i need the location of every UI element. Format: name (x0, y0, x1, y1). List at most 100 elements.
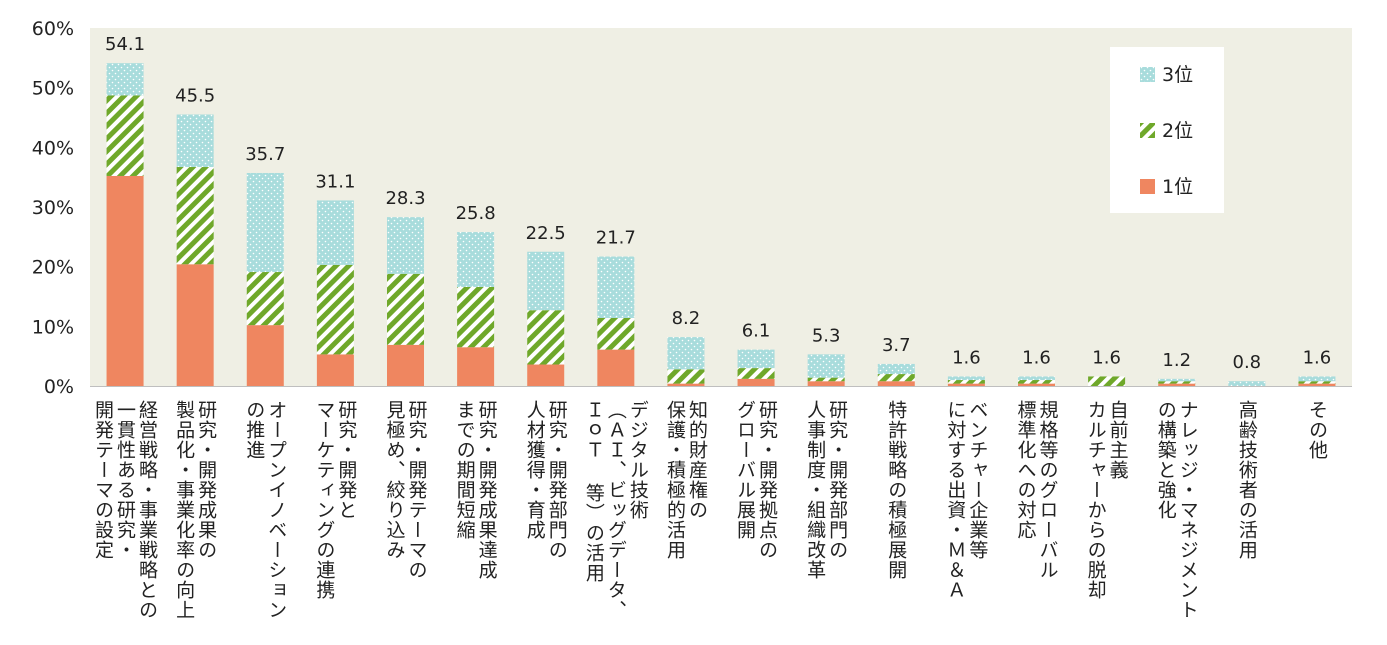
bar-segment-2位 (1088, 376, 1126, 386)
bar-segment-2位 (1158, 381, 1196, 384)
bar-segment-1位 (1298, 383, 1336, 386)
category-label-line: ＩｏＴ 等）の活用 (583, 400, 605, 583)
category-label-line: 人材獲得・育成 (524, 400, 546, 540)
category-label-line: の構築と強化 (1155, 400, 1177, 520)
category-label-line: 製品化・事業化率の向上 (173, 400, 195, 620)
category-label-line: 保護・積極的活用 (664, 400, 686, 560)
y-tick-label: 0% (44, 376, 74, 398)
bar-segment-1位 (457, 347, 495, 386)
category-label-line: 人事制度・組織改革 (804, 400, 826, 580)
category-label-line: 研究・開発拠点の (756, 400, 778, 560)
category-label-line: 規格等のグローバル (1037, 400, 1059, 580)
bar-segment-3位 (1018, 376, 1055, 381)
total-label: 0.8 (1233, 352, 1262, 373)
legend-box (1110, 47, 1224, 213)
category-label-line: 研究・開発部門の (546, 400, 568, 560)
category-label: デジタル技術（ＡＩ、ビッグデータ、ＩｏＴ 等）の活用 (583, 400, 649, 620)
legend-label: 3位 (1162, 64, 1193, 86)
bar-segment-2位 (877, 374, 915, 382)
total-label: 31.1 (315, 171, 355, 192)
bar-segment-2位 (1298, 381, 1336, 384)
bar-segment-2位 (387, 273, 424, 345)
y-tick-label: 40% (32, 137, 74, 159)
bar-segment-3位 (947, 376, 985, 381)
bar-segment-1位 (877, 381, 915, 386)
category-label-line: ナレッジ・マネジメント (1177, 400, 1199, 620)
bar-segment-1位 (947, 383, 985, 386)
bar-segment-1位 (667, 383, 705, 386)
bar-segment-3位 (316, 200, 354, 265)
category-label-line: までの期間短縮 (454, 400, 476, 540)
bar-segment-2位 (667, 369, 705, 384)
legend-swatch (1140, 179, 1155, 194)
bar-segment-1位 (316, 354, 354, 386)
total-label: 45.5 (175, 86, 215, 107)
bar-segment-2位 (457, 286, 495, 348)
y-tick-label: 20% (32, 257, 74, 279)
legend: 3位 2位 1位 (1110, 47, 1224, 213)
bar-segment-3位 (1158, 378, 1196, 382)
category-label-line: に対する出資・Ｍ＆Ａ (944, 400, 966, 600)
bar-segment-1位 (807, 381, 845, 386)
category-label-line: マーケティングの連携 (313, 400, 335, 600)
category-label-line: 標準化への対応 (1015, 400, 1037, 540)
legend-label: 1位 (1162, 176, 1193, 198)
bar-segment-3位 (737, 349, 775, 369)
category-label-line: 特許戦略の積極展開 (885, 400, 907, 580)
bar-segment-1位 (176, 264, 214, 386)
bar-segment-3位 (176, 114, 214, 168)
category-label-line: その他 (1306, 400, 1328, 460)
bar-segment-3位 (1298, 376, 1336, 382)
bar-segment-3位 (246, 172, 284, 273)
bar-segment-3位 (597, 256, 635, 318)
bar-segment-3位 (457, 232, 495, 287)
total-label: 6.1 (742, 321, 771, 342)
bar-segment-1位 (527, 364, 565, 386)
category-label-line: 見極め、絞り込み (384, 400, 406, 560)
bar-segment-3位 (106, 63, 144, 96)
bars (106, 63, 1336, 386)
total-label: 5.3 (812, 325, 841, 346)
total-label: 22.5 (526, 223, 566, 244)
bar-segment-2位 (1018, 380, 1055, 384)
category-label-line: （ＡＩ、ビッグデータ、 (605, 400, 627, 620)
category-label-line: 高齢技術者の活用 (1236, 400, 1258, 560)
total-label: 54.1 (105, 34, 145, 55)
category-label-line: 研究・開発部門の (826, 400, 848, 560)
bar-segment-1位 (246, 325, 284, 386)
bar-segment-1位 (737, 378, 775, 386)
y-tick-label: 30% (32, 197, 74, 219)
legend-swatch (1140, 123, 1155, 138)
bar-segment-2位 (246, 272, 284, 326)
bar-segment-3位 (527, 251, 565, 311)
bar-segment-1位 (1018, 383, 1055, 386)
category-label-line: デジタル技術 (627, 400, 649, 520)
category-label-line: グローバル展開 (734, 400, 756, 540)
category-label-line: 開発テーマの設定 (92, 400, 114, 560)
bar-segment-2位 (527, 310, 565, 365)
bar-segment-3位 (807, 354, 845, 378)
category-label-line: 自前主義 (1107, 400, 1129, 480)
bar-segment-1位 (1158, 383, 1196, 386)
bar-segment-3位 (387, 217, 424, 274)
y-tick-label: 50% (32, 78, 74, 100)
bar-segment-2位 (176, 167, 214, 265)
total-label: 8.2 (672, 308, 701, 329)
category-label-line: 研究・開発成果の (195, 400, 217, 560)
category-label-line: オープンイノベーション (265, 400, 287, 620)
total-label: 1.6 (1092, 347, 1121, 368)
total-label: 1.6 (1303, 347, 1332, 368)
category-label-line: ベンチャー企業等 (966, 400, 988, 560)
bar-segment-2位 (316, 264, 354, 355)
bar-segment-1位 (387, 344, 424, 386)
